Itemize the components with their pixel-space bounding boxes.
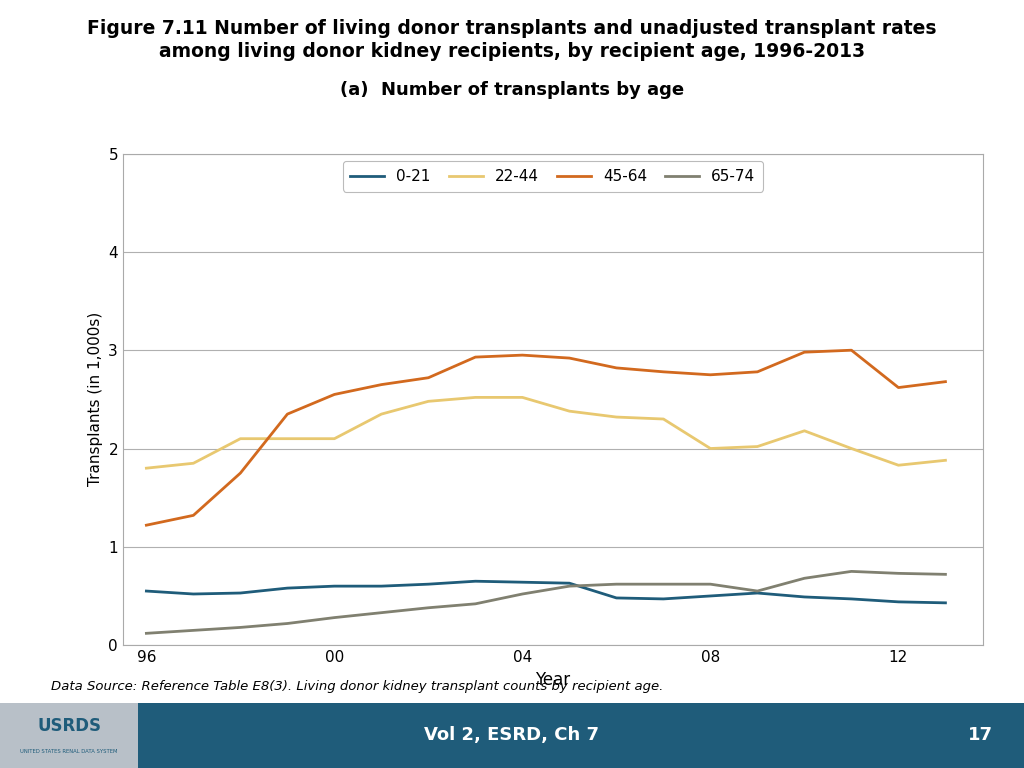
Y-axis label: Transplants (in 1,000s): Transplants (in 1,000s) <box>88 313 102 486</box>
Text: among living donor kidney recipients, by recipient age, 1996-2013: among living donor kidney recipients, by… <box>159 42 865 61</box>
Text: UNITED STATES RENAL DATA SYSTEM: UNITED STATES RENAL DATA SYSTEM <box>20 749 118 754</box>
Text: (a)  Number of transplants by age: (a) Number of transplants by age <box>340 81 684 98</box>
Text: Vol 2, ESRD, Ch 7: Vol 2, ESRD, Ch 7 <box>425 727 599 744</box>
Bar <box>0 703 138 768</box>
Legend: 0-21, 22-44, 45-64, 65-74: 0-21, 22-44, 45-64, 65-74 <box>343 161 763 191</box>
Text: USRDS: USRDS <box>37 717 101 734</box>
Text: Data Source: Reference Table E8(3). Living donor kidney transplant counts by rec: Data Source: Reference Table E8(3). Livi… <box>51 680 664 693</box>
Text: 17: 17 <box>969 727 993 744</box>
Text: Figure 7.11 Number of living donor transplants and unadjusted transplant rates: Figure 7.11 Number of living donor trans… <box>87 19 937 38</box>
X-axis label: Year: Year <box>536 670 570 689</box>
